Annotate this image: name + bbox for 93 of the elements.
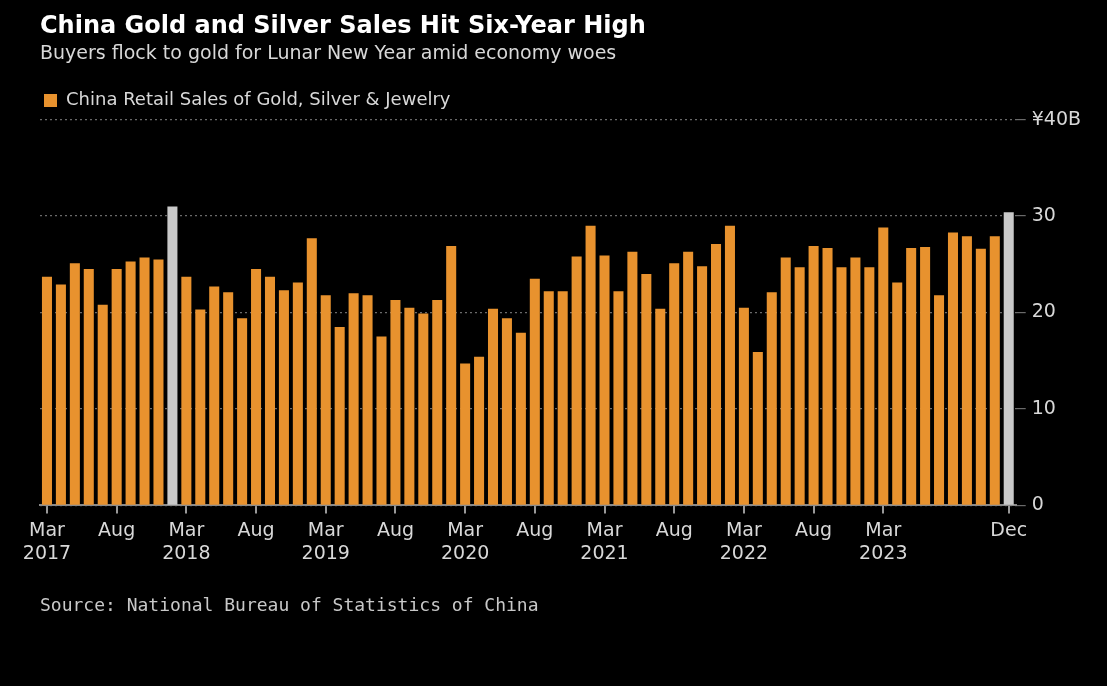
x-tick-label: Mar 2023 xyxy=(859,517,908,563)
bar xyxy=(822,247,833,505)
x-tick-label: Aug xyxy=(376,517,414,540)
x-tick-label: Mar 2020 xyxy=(440,517,490,563)
bar xyxy=(111,269,122,505)
bar xyxy=(794,267,805,505)
bar xyxy=(418,313,429,505)
bar xyxy=(738,307,749,505)
x-tick-label: Aug xyxy=(98,517,136,540)
bar xyxy=(69,263,80,505)
bar xyxy=(320,295,331,505)
bar xyxy=(1003,212,1014,505)
bar xyxy=(209,286,220,505)
bar xyxy=(989,236,1000,505)
x-tick-label: Mar 2019 xyxy=(301,517,350,563)
y-tick-label: 30 xyxy=(1031,202,1056,225)
x-tick-label: Mar 2021 xyxy=(580,517,629,563)
bar xyxy=(529,278,540,505)
bar xyxy=(432,299,443,505)
bar xyxy=(613,291,624,505)
bar xyxy=(125,261,136,505)
bar xyxy=(55,284,66,505)
bar xyxy=(474,356,485,505)
x-tick-label: Aug xyxy=(655,517,693,540)
bar xyxy=(501,318,512,505)
bar xyxy=(836,267,847,505)
bar xyxy=(641,273,652,505)
y-tick-label: 10 xyxy=(1031,395,1056,418)
bar xyxy=(237,318,248,505)
bar xyxy=(97,304,108,505)
bar xyxy=(404,307,415,505)
bar xyxy=(571,256,582,505)
bar xyxy=(808,245,819,505)
bar xyxy=(195,309,206,505)
bar xyxy=(306,238,317,505)
bar xyxy=(292,282,303,505)
x-tick-label: Dec xyxy=(990,517,1028,540)
legend-label: China Retail Sales of Gold, Silver & Jewelry xyxy=(66,88,451,110)
bar xyxy=(697,266,708,505)
x-tick-label: Mar 2017 xyxy=(22,517,72,563)
bar xyxy=(278,290,289,505)
bar xyxy=(264,276,275,505)
bar xyxy=(167,206,178,505)
bar xyxy=(961,236,972,505)
bar xyxy=(711,244,722,505)
bar xyxy=(362,295,373,505)
chart-subtitle: Buyers flock to gold for Lunar New Year amid economy woes xyxy=(40,41,617,64)
bar xyxy=(41,276,52,505)
x-tick-label: Mar 2018 xyxy=(162,517,211,563)
chart-title: China Gold and Silver Sales Hit Six-Year High xyxy=(40,10,646,39)
bar xyxy=(460,363,471,505)
bar xyxy=(878,227,889,505)
source-note: Source: National Bureau of Statistics of China xyxy=(40,594,539,615)
bar xyxy=(766,292,777,505)
x-tick-label: Aug xyxy=(795,517,833,540)
bar xyxy=(585,225,596,505)
bar xyxy=(487,308,499,505)
bar xyxy=(251,269,262,505)
bar xyxy=(153,259,164,505)
bar xyxy=(850,257,861,505)
bar xyxy=(934,295,945,505)
bar xyxy=(557,291,568,505)
bar xyxy=(975,248,986,505)
bar xyxy=(864,267,875,505)
x-tick-label: Aug xyxy=(237,517,275,540)
bar xyxy=(752,352,763,505)
bar xyxy=(920,246,931,505)
bar xyxy=(376,336,387,505)
bar xyxy=(683,251,694,505)
bar xyxy=(669,263,680,505)
bar xyxy=(655,308,666,505)
bar xyxy=(223,292,234,505)
bar xyxy=(780,257,791,505)
y-tick-label: 20 xyxy=(1031,299,1056,322)
bar xyxy=(348,293,359,505)
bar xyxy=(947,232,958,505)
x-tick-label: Aug xyxy=(516,517,554,540)
bar xyxy=(83,269,94,505)
x-tick-label: Mar 2022 xyxy=(719,517,769,563)
bar xyxy=(906,247,917,505)
bar xyxy=(446,245,457,505)
bar xyxy=(543,291,554,505)
y-tick-label: ¥40B xyxy=(1031,106,1082,129)
bar xyxy=(599,255,610,505)
bar xyxy=(515,332,526,505)
bar xyxy=(390,299,401,505)
bar xyxy=(139,257,150,505)
bar xyxy=(334,326,345,505)
bar xyxy=(724,225,735,505)
y-tick-label: 0 xyxy=(1031,492,1044,515)
bar xyxy=(892,282,903,505)
bar xyxy=(181,276,192,505)
bar xyxy=(627,251,638,505)
